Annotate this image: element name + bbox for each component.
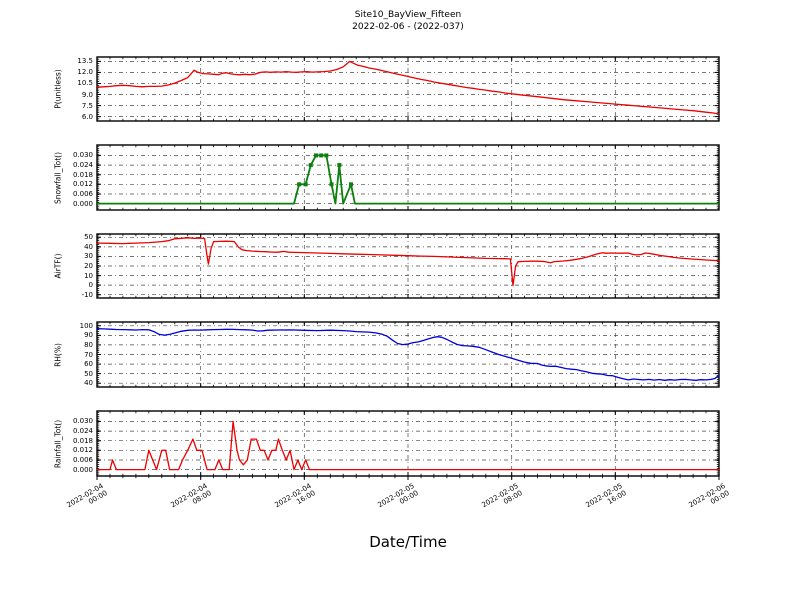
- snowfall-gridlines: [97, 145, 719, 210]
- rainfall-gridlines: [97, 411, 719, 476]
- p-ytick-label: 7.5: [81, 101, 93, 110]
- rh-ytick-label: 100: [79, 321, 93, 330]
- rh-ytick-label: 90: [84, 331, 93, 340]
- chart-title: Site10_BayView_Fifteen 2022-02-06 - (202…: [108, 10, 708, 33]
- snowfall-spines: [96, 144, 720, 211]
- p-spines: [96, 56, 720, 122]
- p-ytick-label: 9.0: [81, 90, 93, 99]
- rainfall-axis-label: Rainfall_Tot(): [53, 419, 63, 468]
- rh-spines: [96, 321, 720, 388]
- airtf-spines: [96, 233, 720, 299]
- rainfall-ytick-label: 0.006: [72, 455, 93, 464]
- rainfall-spines: [96, 410, 720, 477]
- chart-title-line1: Site10_BayView_Fifteen: [354, 10, 462, 20]
- airtf-ytick-label: 10: [84, 271, 93, 280]
- snowfall-ytick-label: 0.018: [72, 170, 93, 179]
- p-gridlines: [97, 57, 719, 121]
- snowfall-marker: [329, 182, 334, 187]
- rainfall-ytick-label: 0.012: [72, 446, 93, 455]
- airtf-gridlines: [97, 234, 719, 298]
- x-axis-title: Date/Time: [369, 533, 447, 551]
- rh-axis-label: RH(%): [53, 342, 63, 367]
- airtf-ytick-label: 20: [84, 262, 93, 270]
- snowfall-marker: [337, 163, 342, 168]
- snowfall-marker: [313, 153, 318, 158]
- p-ytick-label: 10.5: [77, 79, 93, 88]
- rh-ytick-label: 70: [84, 350, 93, 359]
- snowfall-ytick-label: 0.000: [72, 199, 93, 208]
- airtf-series-line: [96, 237, 720, 287]
- snowfall-marker: [319, 153, 324, 158]
- snowfall-ytick-label: 0.024: [72, 161, 93, 170]
- p-ytick-label: 13.5: [77, 57, 93, 66]
- p-major-ticks: [96, 57, 720, 121]
- rh-series-line: [96, 328, 720, 381]
- p-series-line: [96, 60, 720, 115]
- snowfall-marker: [348, 182, 353, 187]
- rainfall-ytick-label: 0.000: [72, 465, 93, 474]
- chart-title-line2: 2022-02-06 - (2022-037): [352, 21, 464, 32]
- rainfall-series-line: [97, 420, 719, 471]
- snowfall-ytick-label: 0.030: [72, 151, 93, 160]
- airtf-ytick-label: 0: [88, 281, 93, 290]
- rh-ytick-label: 80: [84, 340, 93, 349]
- airtf-ytick-label: 30: [84, 252, 93, 261]
- airtf-ytick-label: 40: [84, 242, 93, 251]
- snowfall-marker: [303, 182, 308, 187]
- rainfall-ytick-label: 0.030: [72, 417, 93, 426]
- p-ytick-label: 12.0: [77, 68, 93, 77]
- rh-ytick-label: 50: [84, 369, 93, 378]
- p-ytick-label: 6.0: [81, 112, 93, 121]
- snowfall-marker: [324, 153, 329, 158]
- snowfall-axis-label: Snowfall_Tot(): [53, 151, 63, 204]
- rainfall-ytick-label: 0.018: [72, 436, 93, 445]
- snowfall-ytick-label: 0.012: [72, 180, 93, 189]
- airtf-ytick-label: 50: [84, 233, 93, 242]
- rh-ytick-label: 40: [84, 379, 93, 388]
- airtf-axis-label: AirTF(): [53, 253, 63, 279]
- p-minor-ticks: [96, 56, 720, 122]
- rh-ytick-label: 60: [84, 360, 93, 369]
- p-axis-label: P(unitless): [53, 69, 63, 109]
- rh-gridlines: [97, 322, 719, 387]
- snowfall-marker: [308, 163, 313, 168]
- airtf-ytick-label: -10: [81, 290, 93, 299]
- snowfall-ytick-label: 0.006: [72, 189, 93, 198]
- rainfall-ytick-label: 0.024: [72, 427, 93, 436]
- snowfall-marker: [297, 182, 302, 187]
